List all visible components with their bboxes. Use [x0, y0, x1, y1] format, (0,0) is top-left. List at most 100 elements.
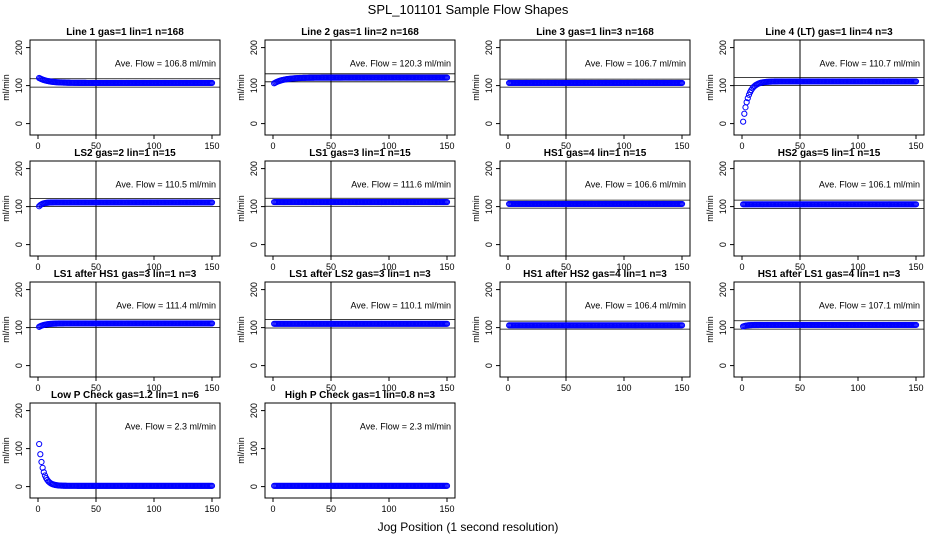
average-flow-annotation: Ave. Flow = 110.7 ml/min — [820, 59, 920, 69]
panel-7: HS1 gas=4 lin=1 n=15 Ave. Flow = 106.6 ml… — [471, 148, 691, 272]
data-point — [208, 320, 216, 327]
panel-title: HS1 gas=4 lin=1 n=15 — [544, 148, 647, 159]
y-tick-label: 0 — [484, 121, 494, 126]
x-tick-label: 50 — [91, 504, 101, 514]
y-axis-label: ml/min — [236, 74, 246, 101]
y-axis-label: ml/min — [1, 316, 11, 343]
x-tick-label: 0 — [505, 141, 510, 151]
y-tick-label: 100 — [249, 441, 259, 456]
data-point — [40, 469, 47, 476]
plot-frame — [733, 39, 925, 136]
y-tick-label: 100 — [14, 320, 24, 335]
average-flow-annotation: Ave. Flow = 110.5 ml/min — [116, 180, 216, 190]
data-point — [678, 200, 686, 208]
y-tick-label: 100 — [484, 320, 494, 335]
x-tick-label: 100 — [146, 383, 161, 393]
y-tick-label: 100 — [14, 441, 24, 456]
y-axis-label: ml/min — [471, 195, 481, 222]
panel-10: LS1 after LS2 gas=3 lin=1 n=3 Ave. Flow =… — [236, 269, 456, 393]
y-tick-label: 200 — [249, 282, 259, 297]
x-tick-label: 100 — [616, 141, 631, 151]
x-tick-label: 50 — [326, 262, 336, 272]
x-tick-label: 0 — [270, 262, 275, 272]
panel-title: High P Check gas=1 lin=0.8 n=3 — [285, 390, 436, 401]
y-tick-label: 100 — [249, 199, 259, 214]
figure-xlabel: Jog Position (1 second resolution) — [378, 520, 559, 534]
data-point — [678, 79, 686, 87]
x-tick-label: 0 — [270, 383, 275, 393]
x-tick-label: 50 — [91, 383, 101, 393]
x-tick-label: 0 — [270, 141, 275, 151]
x-tick-label: 100 — [616, 383, 631, 393]
y-tick-label: 100 — [718, 78, 728, 93]
average-flow-annotation: Ave. Flow = 2.3 ml/min — [360, 422, 451, 432]
y-tick-label: 200 — [14, 282, 24, 297]
y-axis-label: ml/min — [471, 316, 481, 343]
x-tick-label: 0 — [35, 262, 40, 272]
panel-12: HS1 after LS1 gas=4 lin=1 n=3 Ave. Flow =… — [705, 269, 925, 393]
x-tick-label: 100 — [850, 383, 865, 393]
panel-2: Line 2 gas=1 lin=2 n=168 Ave. Flow = 120.… — [236, 27, 456, 151]
panel-title: Line 4 (LT) gas=1 lin=4 n=3 — [765, 27, 893, 38]
y-tick-label: 200 — [484, 282, 494, 297]
x-tick-label: 0 — [739, 262, 744, 272]
y-axis-label: ml/min — [236, 316, 246, 343]
average-flow-annotation: Ave. Flow = 111.4 ml/min — [116, 301, 216, 311]
y-axis-label: ml/min — [705, 74, 715, 101]
y-tick-label: 200 — [718, 282, 728, 297]
y-axis-label: ml/min — [705, 316, 715, 343]
x-tick-label: 150 — [439, 504, 454, 514]
y-tick-label: 0 — [249, 484, 259, 489]
y-tick-label: 200 — [718, 161, 728, 176]
y-axis-label: ml/min — [471, 74, 481, 101]
x-tick-label: 100 — [850, 141, 865, 151]
average-flow-annotation: Ave. Flow = 106.6 ml/min — [585, 180, 686, 190]
data-point — [208, 482, 216, 489]
y-tick-label: 200 — [718, 40, 728, 55]
y-tick-label: 0 — [14, 363, 24, 368]
y-tick-label: 100 — [484, 199, 494, 214]
data-point — [36, 440, 43, 448]
x-tick-label: 100 — [381, 141, 396, 151]
x-tick-label: 50 — [326, 383, 336, 393]
data-point — [208, 199, 216, 206]
x-tick-label: 150 — [204, 141, 219, 151]
panel-title: LS1 gas=3 lin=1 n=15 — [309, 148, 411, 159]
plot-frame — [264, 281, 456, 378]
average-flow-annotation: Ave. Flow = 106.8 ml/min — [115, 59, 216, 69]
panel-title: Line 1 gas=1 lin=1 n=168 — [66, 27, 184, 38]
x-tick-label: 150 — [908, 262, 923, 272]
y-tick-label: 0 — [249, 121, 259, 126]
x-tick-label: 50 — [326, 504, 336, 514]
plot-frame — [264, 160, 456, 257]
panel-5: LS2 gas=2 lin=1 n=15 Ave. Flow = 110.5 ml… — [1, 148, 221, 272]
y-tick-label: 0 — [718, 121, 728, 126]
panel-1: Line 1 gas=1 lin=1 n=168 Ave. Flow = 106.… — [1, 27, 221, 151]
data-point — [37, 451, 44, 458]
y-tick-label: 200 — [249, 161, 259, 176]
x-tick-label: 50 — [326, 141, 336, 151]
y-tick-label: 100 — [14, 199, 24, 214]
plot-frame — [29, 160, 221, 257]
y-axis-label: ml/min — [236, 195, 246, 222]
x-tick-label: 150 — [439, 262, 454, 272]
y-tick-label: 0 — [484, 242, 494, 247]
x-tick-label: 0 — [505, 262, 510, 272]
plot-frame — [264, 402, 456, 499]
average-flow-annotation: Ave. Flow = 111.6 ml/min — [351, 180, 451, 190]
figure-title: SPL_101101 Sample Flow Shapes — [368, 2, 569, 17]
panel-6: LS1 gas=3 lin=1 n=15 Ave. Flow = 111.6 ml… — [236, 148, 456, 272]
x-tick-label: 100 — [381, 383, 396, 393]
data-point — [912, 321, 920, 329]
x-tick-label: 150 — [674, 383, 689, 393]
data-point — [912, 201, 920, 208]
data-point — [443, 320, 451, 327]
data-point — [740, 118, 747, 125]
data-point — [38, 458, 45, 466]
y-tick-label: 100 — [249, 78, 259, 93]
y-tick-label: 0 — [249, 363, 259, 368]
x-tick-label: 50 — [91, 262, 101, 272]
x-tick-label: 0 — [505, 383, 510, 393]
y-tick-label: 0 — [14, 121, 24, 126]
